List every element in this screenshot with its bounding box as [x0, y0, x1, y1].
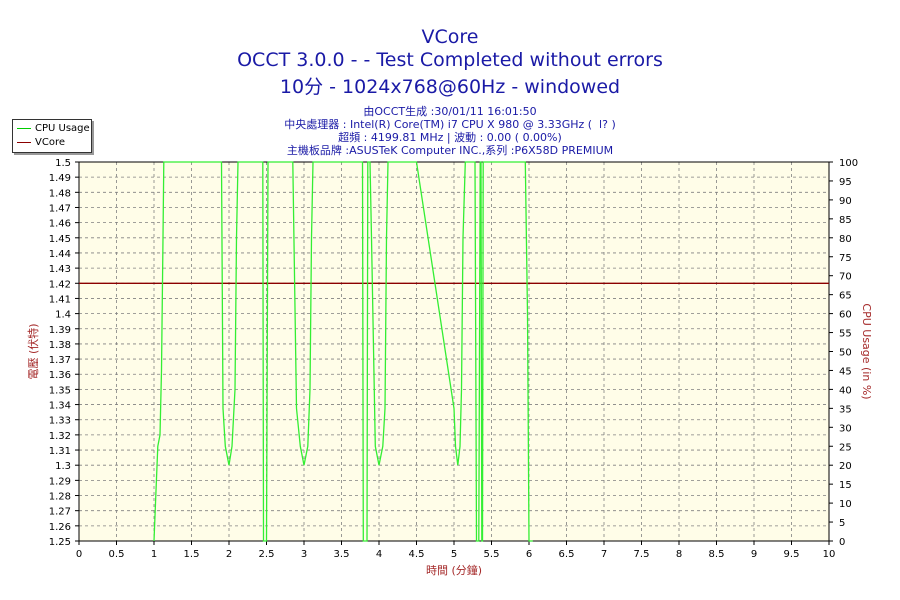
- y-tick-label: 1.5: [55, 158, 71, 169]
- x-tick-label: 8.5: [709, 549, 725, 560]
- info-clock: 超頻 : 4199.81 MHz | 波動 : 0.00 ( 0.00%): [338, 131, 562, 144]
- legend-label-cpu-usage: CPU Usage: [35, 123, 90, 134]
- x-tick-label: 5.5: [484, 549, 500, 560]
- y2-tick-label: 25: [839, 442, 852, 453]
- x-tick-label: 4: [376, 549, 382, 560]
- y-tick-label: 1.28: [49, 492, 71, 503]
- x-tick-label: 7.5: [634, 549, 650, 560]
- y2-tick-label: 65: [839, 291, 852, 302]
- chart-subtitle-2: 10分 - 1024x768@60Hz - windowed: [279, 76, 621, 98]
- info-generated: 由OCCT生成 :30/01/11 16:01:50: [363, 105, 537, 118]
- y-tick-label: 1.37: [49, 355, 71, 366]
- x-tick-label: 9: [751, 549, 757, 560]
- y-tick-label: 1.46: [49, 219, 71, 230]
- y-tick-label: 1.27: [49, 507, 71, 518]
- x-tick-label: 0: [76, 549, 82, 560]
- y-tick-label: 1.36: [49, 370, 71, 381]
- info-cpu: 中央處理器 : Intel(R) Core(TM) i7 CPU X 980 @…: [284, 118, 616, 131]
- x-tick-label: 3: [301, 549, 307, 560]
- y2-tick-label: 5: [839, 518, 845, 529]
- y2-tick-label: 10: [839, 499, 852, 510]
- y2-tick-label: 70: [839, 272, 852, 283]
- legend-label-vcore: VCore: [35, 137, 65, 148]
- y2-tick-label: 30: [839, 423, 852, 434]
- x-tick-label: 7: [601, 549, 607, 560]
- y-tick-label: 1.44: [49, 249, 71, 260]
- y2-tick-label: 100: [839, 158, 858, 169]
- x-tick-label: 9.5: [784, 549, 800, 560]
- y2-tick-label: 80: [839, 234, 852, 245]
- legend-swatch-cpu-usage: [17, 127, 31, 129]
- y2-tick-label: 45: [839, 366, 852, 377]
- y2-tick-label: 40: [839, 385, 852, 396]
- y2-tick-label: 95: [839, 177, 852, 188]
- x-tick-label: 2.5: [259, 549, 275, 560]
- chart-subtitle-1: OCCT 3.0.0 - - Test Completed without er…: [237, 49, 663, 71]
- y-tick-label: 1.29: [49, 476, 71, 487]
- x-tick-label: 4.5: [409, 549, 425, 560]
- y2-tick-label: 90: [839, 196, 852, 207]
- x-tick-label: 6: [526, 549, 532, 560]
- x-tick-label: 8: [676, 549, 682, 560]
- y-tick-label: 1.43: [49, 264, 71, 275]
- series-line-cpu-usage: [153, 161, 533, 542]
- info-motherboard: 主機板品牌 :ASUSTeK Computer INC.,系列 :P6X58D …: [286, 144, 614, 157]
- plot-area: [79, 162, 829, 541]
- x-tick-label: 1.5: [184, 549, 200, 560]
- y2-tick-label: 55: [839, 329, 852, 340]
- y-tick-label: 1.35: [49, 385, 71, 396]
- y2-tick-label: 15: [839, 480, 852, 491]
- y2-tick-label: 75: [839, 253, 852, 264]
- chart-legend: CPU Usage VCore: [12, 119, 92, 153]
- y2-tick-label: 60: [839, 310, 852, 321]
- y-tick-label: 1.32: [49, 431, 71, 442]
- y-tick-label: 1.48: [49, 188, 71, 199]
- y-tick-label: 1.31: [49, 446, 71, 457]
- y-tick-label: 1.25: [49, 537, 71, 548]
- y-axis-label: 電壓 (伏特): [26, 323, 40, 379]
- x-tick-label: 5: [451, 549, 457, 560]
- legend-item-vcore: VCore: [17, 136, 65, 149]
- x-tick-label: 2: [226, 549, 232, 560]
- x-axis-label: 時間 (分鐘): [426, 563, 482, 577]
- y-tick-label: 1.45: [49, 234, 71, 245]
- y-tick-label: 1.49: [49, 173, 71, 184]
- x-tick-label: 1: [151, 549, 157, 560]
- legend-swatch-vcore: [17, 141, 31, 143]
- y2-tick-label: 20: [839, 461, 852, 472]
- legend-item-cpu-usage: CPU Usage: [17, 122, 90, 135]
- y-tick-label: 1.26: [49, 522, 71, 533]
- y-tick-label: 1.42: [49, 279, 71, 290]
- chart-title: VCore: [421, 26, 479, 48]
- y-tick-label: 1.38: [49, 340, 71, 351]
- y-tick-label: 1.4: [55, 310, 71, 321]
- y2-tick-label: 85: [839, 215, 852, 226]
- y-tick-label: 1.47: [49, 203, 71, 214]
- plot-border: [78, 161, 830, 542]
- x-tick-label: 10: [823, 549, 836, 560]
- y-tick-label: 1.41: [49, 294, 71, 305]
- y2-axis-label: CPU Usage (in %): [860, 303, 873, 399]
- x-tick-label: 3.5: [334, 549, 350, 560]
- y-tick-label: 1.33: [49, 416, 71, 427]
- y2-tick-label: 35: [839, 404, 852, 415]
- y2-tick-label: 50: [839, 348, 852, 359]
- y2-tick-label: 0: [839, 537, 845, 548]
- y-tick-label: 1.3: [55, 461, 71, 472]
- x-tick-label: 0.5: [109, 549, 125, 560]
- y-tick-label: 1.39: [49, 325, 71, 336]
- y-tick-label: 1.34: [49, 401, 71, 412]
- x-tick-label: 6.5: [559, 549, 575, 560]
